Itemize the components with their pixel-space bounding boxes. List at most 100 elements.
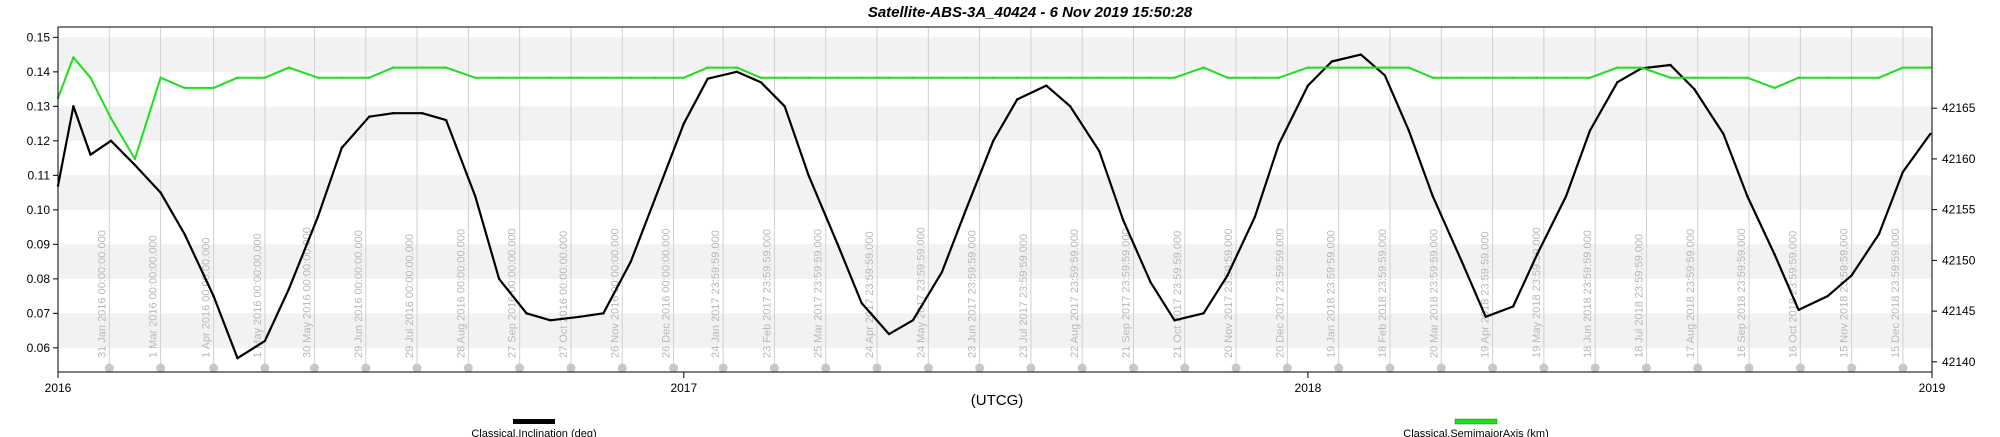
plot-frame — [57, 26, 1933, 373]
semimajor-axis-point — [133, 157, 137, 161]
event-label: 1 May 2016 00:00:00.000 — [252, 233, 264, 358]
plot-band — [58, 106, 1932, 141]
semimajor-axis-point — [420, 66, 424, 69]
inclination-point — [887, 332, 891, 336]
event-label: 17 Aug 2018 23:59:59.000 — [1685, 229, 1697, 358]
event-marker — [104, 363, 114, 373]
semimajor-axis-point — [391, 66, 395, 69]
event-marker — [1641, 363, 1651, 373]
semimajor-axis-point — [1901, 66, 1905, 69]
plot-band — [58, 244, 1932, 279]
event-label: 19 Jan 2018 23:59:59.000 — [1326, 230, 1338, 358]
semimajor-axis-point — [1826, 76, 1829, 79]
legend-label-inclination: Classical.Inclination (deg) — [471, 428, 596, 437]
event-label: 1 Mar 2016 00:00:00.000 — [148, 235, 160, 358]
event-label: 24 Jan 2017 23:59:59.000 — [710, 230, 722, 358]
event-marker — [1128, 363, 1138, 373]
y-right-tick-label: 42160 — [1942, 152, 1976, 166]
event-label: 26 Dec 2016 00:00:00.000 — [661, 228, 673, 358]
y-axis-left: 0.06 0.07 0.08 0.09 0.10 0.11 0.12 0.13 0.14 0.15 — [27, 30, 58, 355]
inclination-point — [578, 315, 581, 318]
event-marker — [1436, 363, 1446, 373]
semimajor-axis-point — [1045, 76, 1048, 79]
event-label: 31 Jan 2016 00:00:00.000 — [96, 230, 108, 358]
event-label: 23 Jul 2017 23:59:59.000 — [1018, 234, 1030, 358]
event-marker — [1898, 363, 1908, 373]
y-left-tick-label: 0.13 — [27, 99, 51, 113]
y-right-tick-label: 42165 — [1942, 101, 1976, 115]
inclination-point — [1929, 132, 1932, 136]
semimajor-axis-point — [549, 76, 552, 79]
event-label: 24 May 2017 23:59:59.000 — [915, 227, 927, 358]
inclination-point — [263, 339, 267, 343]
inclination-point — [1511, 305, 1515, 308]
event-marker — [1077, 363, 1087, 373]
semimajor-axis-point — [1226, 76, 1229, 79]
inclination-point — [735, 70, 739, 74]
inclination-point — [1277, 143, 1281, 146]
semimajor-axis-point — [1693, 76, 1696, 79]
plot-band — [58, 175, 1932, 210]
inclination-point — [109, 139, 113, 143]
semimajor-axis-point — [367, 76, 371, 79]
semimajor-axis-point — [497, 76, 501, 79]
semimajor-axis-point — [836, 76, 839, 79]
event-marker — [1795, 363, 1805, 373]
series-line-semimajor-axis — [57, 56, 1931, 160]
event-label: 19 Apr 2018 23:59:59.000 — [1480, 231, 1492, 358]
event-marker — [923, 363, 933, 373]
plot-bands — [58, 37, 1932, 348]
semimajor-axis-point — [783, 76, 786, 79]
event-marker — [1590, 363, 1600, 373]
event-label: 18 Jul 2018 23:59:59.000 — [1633, 234, 1645, 358]
semimajor-axis-point — [653, 76, 656, 79]
semimajor-axis-point — [1773, 86, 1776, 90]
event-marker — [821, 363, 831, 373]
inclination-point — [1877, 232, 1881, 236]
inclination-point — [1149, 281, 1152, 284]
inclination-point — [783, 105, 786, 108]
inclination-point — [1226, 274, 1229, 277]
event-label: 27 Oct 2016 00:00:00.000 — [558, 231, 570, 358]
semimajor-axis-point — [1616, 66, 1619, 69]
event-marker — [1334, 363, 1344, 373]
event-label: 30 May 2016 00:00:00.000 — [301, 227, 313, 358]
event-label: 23 Feb 2017 23:59:59.000 — [761, 229, 773, 358]
event-marker — [1180, 363, 1190, 373]
inclination-point — [89, 153, 92, 156]
semimajor-axis-point — [474, 76, 477, 79]
event-labels: 31 Jan 2016 00:00:00.000 1 Mar 2016 00:00… — [96, 227, 1902, 358]
inclination-point — [992, 139, 995, 143]
y-left-tick-label: 0.14 — [27, 65, 51, 79]
inclination-point — [911, 319, 915, 322]
semimajor-axis-point — [263, 76, 267, 79]
inclination-point — [367, 115, 371, 118]
semimajor-axis-point — [887, 76, 891, 79]
inclination-point — [474, 194, 477, 198]
inclination-point — [1359, 53, 1363, 56]
inclination-point — [497, 277, 501, 281]
inclination-point — [1330, 60, 1334, 63]
inclination-point — [940, 270, 944, 274]
semimajor-axis-point — [1253, 76, 1257, 79]
plot-band — [58, 313, 1932, 348]
event-marker — [975, 363, 985, 373]
chart-title: Satellite-ABS-3A_40424 - 6 Nov 2019 15:5… — [868, 4, 1193, 21]
inclination-point — [759, 81, 762, 84]
inclination-point — [183, 232, 186, 236]
event-marker — [1231, 363, 1241, 373]
semimajor-axis-point — [706, 66, 709, 69]
semimajor-axis-point — [1460, 76, 1463, 79]
semimajor-axis-point — [89, 76, 92, 79]
event-marker — [769, 363, 779, 373]
semimajor-axis-point — [1431, 76, 1434, 79]
semimajor-axis-point — [1722, 76, 1725, 79]
y-left-tick-label: 0.07 — [27, 306, 51, 320]
semimajor-axis-point — [1929, 66, 1932, 69]
semimajor-axis-point — [340, 76, 344, 79]
y-left-tick-label: 0.06 — [27, 341, 51, 355]
event-label: 22 Aug 2017 23:59:59.000 — [1069, 229, 1081, 358]
event-label: 23 Jun 2017 23:59:59.000 — [967, 230, 979, 358]
event-marker — [412, 363, 422, 373]
